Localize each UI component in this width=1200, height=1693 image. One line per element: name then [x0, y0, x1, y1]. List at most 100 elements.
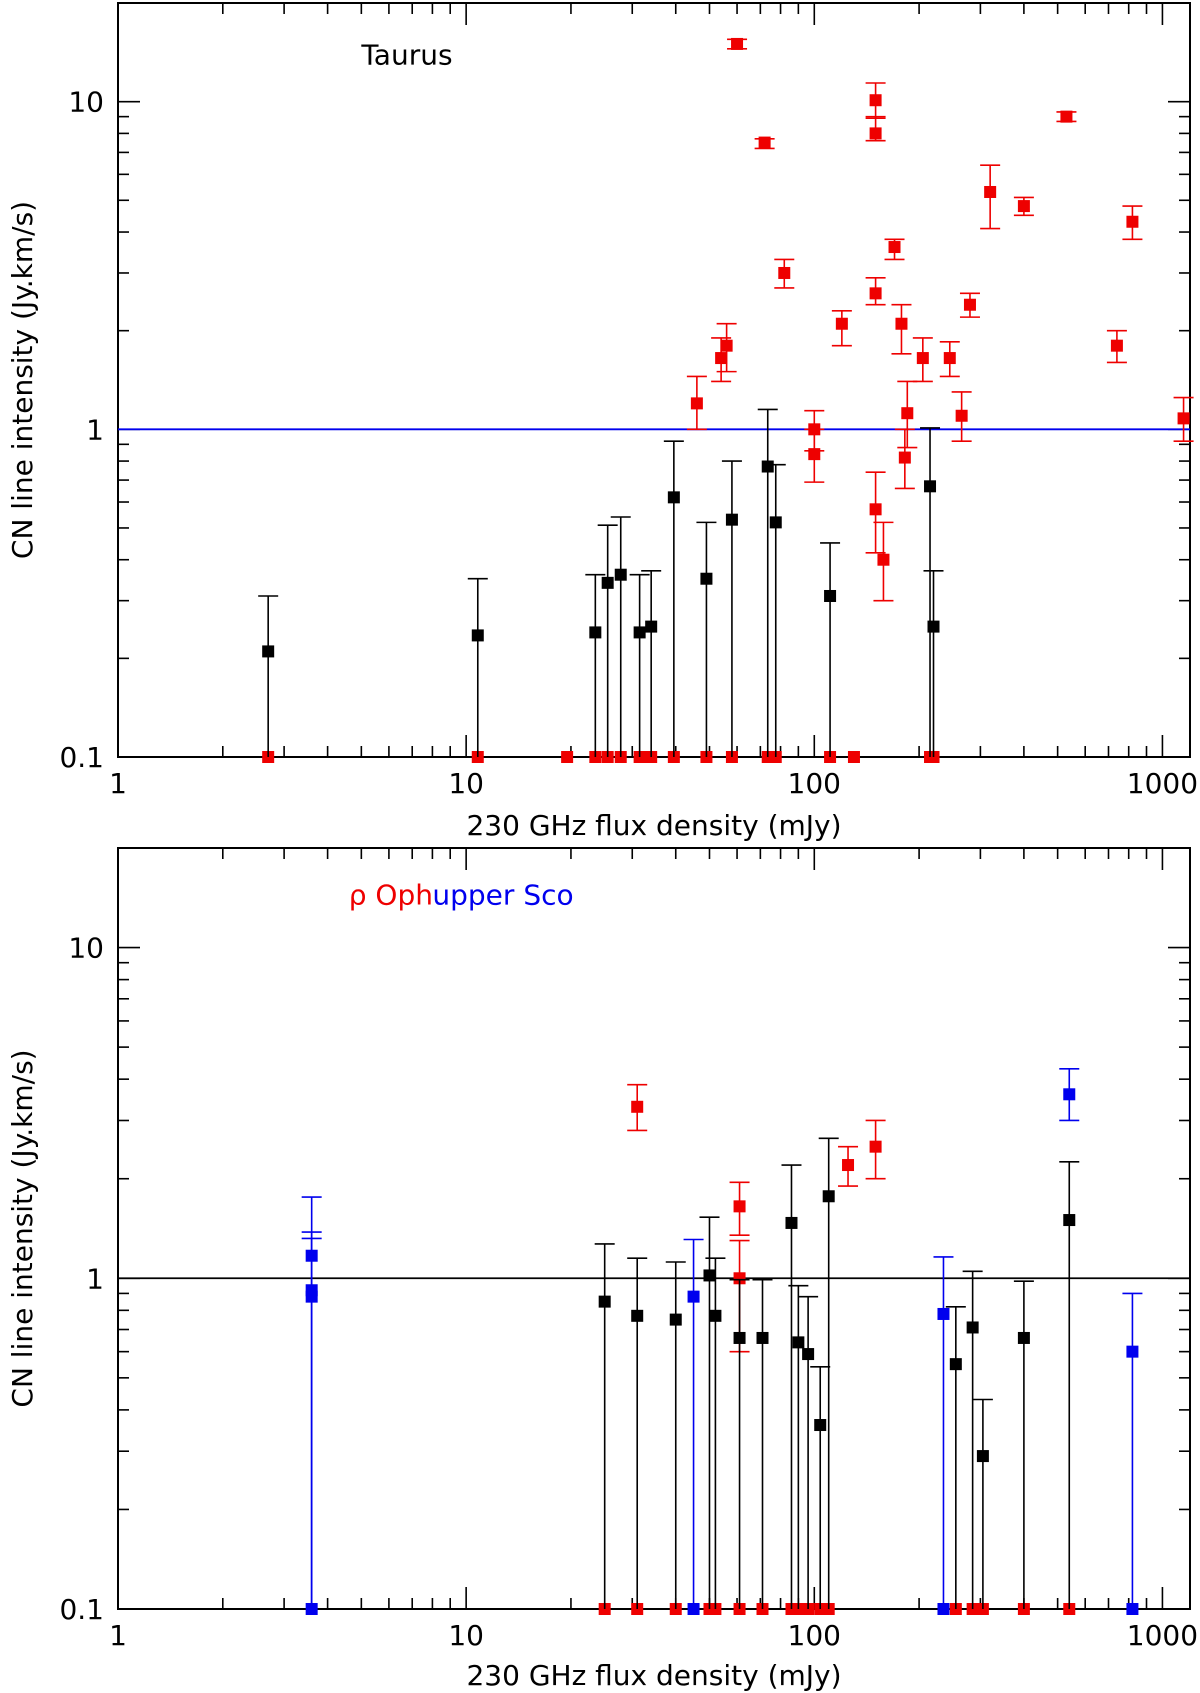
- data-point: [756, 1331, 769, 1344]
- data-point: [847, 751, 860, 763]
- x-tick-label: 100: [788, 1619, 841, 1652]
- data-point: [822, 1190, 835, 1203]
- data-point: [1017, 1331, 1030, 1344]
- plot-frame: [117, 847, 1191, 1610]
- data-point: [785, 1216, 798, 1229]
- data-point: [687, 1603, 700, 1615]
- series-2: [594, 1137, 1080, 1609]
- x-axis-label: 230 GHz flux density (mJy): [466, 1659, 841, 1692]
- x-axis-label: 230 GHz flux density (mJy): [466, 809, 841, 842]
- data-point: [835, 317, 848, 330]
- x-tick-label: 1000: [1127, 767, 1198, 800]
- x-tick-label: 10: [448, 1619, 484, 1652]
- series-1: [598, 1083, 1076, 1615]
- data-point: [1126, 215, 1139, 228]
- data-point: [842, 1159, 855, 1172]
- data-point: [937, 1603, 950, 1615]
- data-point: [888, 241, 901, 254]
- data-point: [814, 1419, 827, 1432]
- x-tick-label: 100: [788, 767, 841, 800]
- data-point: [778, 266, 791, 279]
- data-point: [733, 1331, 746, 1344]
- data-point: [1063, 1214, 1076, 1227]
- annotation-label: upper Sco: [432, 878, 573, 911]
- y-tick-label: 0.1: [59, 1593, 104, 1626]
- data-point: [869, 127, 882, 140]
- data-point: [700, 572, 713, 585]
- series-1: [262, 37, 1194, 763]
- data-point: [631, 1100, 644, 1113]
- data-point: [1126, 1345, 1139, 1358]
- x-tick-label: 1: [109, 767, 127, 800]
- data-point: [949, 1358, 962, 1371]
- data-point: [898, 451, 911, 464]
- data-point: [869, 503, 882, 516]
- annotation-label: ρ Oph: [349, 878, 433, 911]
- data-point: [1017, 200, 1030, 213]
- y-tick-label: 10: [68, 86, 104, 119]
- data-point: [305, 1603, 318, 1615]
- data-point: [703, 1269, 716, 1282]
- data-point: [916, 352, 929, 365]
- data-point: [690, 397, 703, 410]
- data-point: [731, 37, 744, 50]
- y-tick-label: 10: [68, 932, 104, 965]
- data-point: [963, 298, 976, 311]
- x-tick-label: 10: [448, 767, 484, 800]
- data-point: [598, 1295, 611, 1308]
- data-point: [1063, 1088, 1076, 1101]
- data-point: [1126, 1603, 1139, 1615]
- data-point: [1177, 412, 1190, 425]
- data-point: [976, 1450, 989, 1463]
- data-point: [645, 620, 658, 633]
- data-point: [687, 1290, 700, 1303]
- data-point: [669, 1313, 682, 1326]
- data-point: [715, 352, 728, 365]
- y-tick-label: 1: [86, 413, 104, 446]
- series-3: [301, 1067, 1143, 1615]
- x-tick-label: 1: [109, 1619, 127, 1652]
- data-point: [667, 491, 680, 504]
- data-point: [1110, 339, 1123, 352]
- data-point: [869, 1140, 882, 1153]
- data-point: [924, 480, 937, 493]
- data-point: [733, 1272, 746, 1285]
- x-tick-label: 1000: [1127, 1619, 1198, 1652]
- data-point: [792, 1336, 805, 1349]
- data-point: [937, 1307, 950, 1320]
- data-point: [943, 352, 956, 365]
- annotation-label: Taurus: [360, 38, 452, 71]
- y-axis-label: CN line intensity (Jy.km/s): [6, 201, 39, 559]
- data-point: [877, 553, 890, 566]
- data-point: [869, 287, 882, 300]
- data-point: [824, 589, 837, 602]
- data-point: [966, 1321, 979, 1334]
- data-point: [869, 94, 882, 107]
- data-point: [720, 339, 733, 352]
- data-point: [808, 448, 821, 461]
- series-2: [258, 408, 944, 757]
- data-point: [305, 1290, 318, 1303]
- data-point: [1060, 110, 1073, 123]
- data-point: [955, 409, 968, 422]
- data-point: [758, 136, 771, 149]
- data-point: [601, 576, 614, 589]
- data-point: [709, 1309, 722, 1322]
- data-point: [471, 629, 484, 642]
- data-point: [631, 1309, 644, 1322]
- data-point: [633, 626, 646, 639]
- data-point: [927, 620, 940, 633]
- plot-frame: [117, 2, 1191, 758]
- y-tick-label: 0.1: [59, 741, 104, 774]
- data-point: [802, 1348, 815, 1361]
- data-point: [895, 317, 908, 330]
- data-point: [589, 626, 602, 639]
- y-axis-label: CN line intensity (Jy.km/s): [6, 1049, 39, 1407]
- data-point: [761, 460, 774, 473]
- data-point: [733, 1200, 746, 1213]
- data-point: [262, 645, 275, 658]
- data-point: [561, 751, 574, 763]
